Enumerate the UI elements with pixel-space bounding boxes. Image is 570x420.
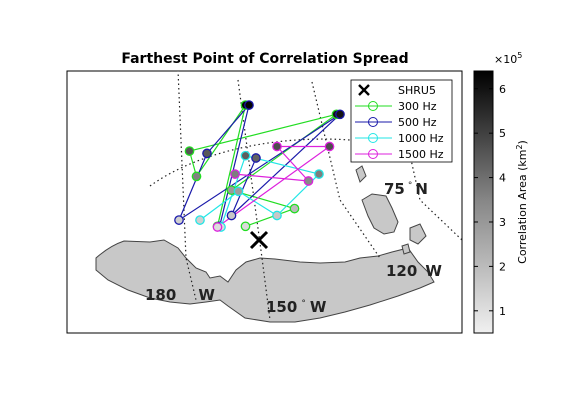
legend-circle-icon xyxy=(368,101,378,111)
land-island-4 xyxy=(401,243,411,255)
data-point-3-2 xyxy=(272,141,282,152)
colorbar-tick-label: 6 xyxy=(499,83,506,96)
data-point-1-3 xyxy=(174,215,184,225)
colorbar-tick-label: 4 xyxy=(499,172,506,185)
legend-circle-icon xyxy=(368,133,378,143)
land-island-1 xyxy=(361,193,399,235)
colorbar-gradient xyxy=(473,70,494,334)
legend-label-1500hz: 1500 Hz xyxy=(398,148,444,161)
land-island-2 xyxy=(409,223,427,245)
data-point-1-4 xyxy=(335,109,345,120)
lon-label-150: 150 ° W xyxy=(266,298,327,316)
legend-item-1000hz: 1000 Hz xyxy=(355,132,444,145)
legend-item-1500hz: 1500 Hz xyxy=(355,148,444,161)
colorbar-label: Correlation Area (km2) xyxy=(515,140,529,264)
colorbar-tick-label: 3 xyxy=(499,216,506,229)
data-point-3-3 xyxy=(303,176,314,186)
shru5-marker xyxy=(249,230,269,250)
data-point-0-2 xyxy=(191,171,202,182)
data-point-2-3 xyxy=(272,210,282,221)
data-point-3-1 xyxy=(324,141,335,152)
legend-label-1000hz: 1000 Hz xyxy=(398,132,444,145)
data-point-1-1 xyxy=(244,100,254,110)
data-point-2-5 xyxy=(195,215,205,225)
colorbar: 1 2 3 4 5 6 ×105 Correlation Area (km2) xyxy=(473,51,529,334)
colorbar-multiplier: ×105 xyxy=(494,51,522,66)
graticule xyxy=(149,71,462,321)
data-point-0-3 xyxy=(184,146,195,156)
legend-label-300hz: 300 Hz xyxy=(398,100,437,113)
lon-label-120: 120 W xyxy=(386,262,442,280)
data-point-0-7 xyxy=(240,221,251,232)
series-line-0 xyxy=(188,104,337,227)
legend-item-shru5: SHRU5 xyxy=(358,84,436,97)
data-point-2-2 xyxy=(314,169,324,179)
series-line-2 xyxy=(199,154,321,228)
data-point-0-6 xyxy=(289,203,300,214)
colorbar-ticks: 1 2 3 4 5 6 xyxy=(474,83,506,318)
chart-title: Farthest Point of Correlation Spread xyxy=(121,51,408,67)
data-point-2-1 xyxy=(240,150,251,161)
legend-item-500hz: 500 Hz xyxy=(355,116,437,129)
data-point-2-4 xyxy=(233,186,244,197)
data-point-3-0 xyxy=(212,222,223,232)
data-point-1-5 xyxy=(226,210,237,221)
legend-label-500hz: 500 Hz xyxy=(398,116,437,129)
land-island-3 xyxy=(355,165,367,183)
data-point-1-6 xyxy=(251,153,261,163)
colorbar-tick-label: 5 xyxy=(499,127,506,140)
data-point-1-2 xyxy=(202,148,212,159)
lon-label-180: 180 W xyxy=(145,286,215,304)
series-layer xyxy=(174,100,345,232)
legend-label-shru5: SHRU5 xyxy=(398,84,436,97)
colorbar-tick-label: 2 xyxy=(499,260,506,273)
legend-circle-icon xyxy=(368,149,378,159)
data-point-3-4 xyxy=(230,169,240,179)
colorbar-tick-label: 1 xyxy=(499,305,506,318)
map-area: 75 ° N 180 W 150 ° W 120 W xyxy=(95,71,462,323)
legend-circle-icon xyxy=(368,117,378,127)
lat-label-75: 75 ° N xyxy=(384,180,428,198)
legend: SHRU5 300 Hz 500 Hz 1000 Hz 1500 Hz xyxy=(350,79,453,163)
legend-item-300hz: 300 Hz xyxy=(355,100,437,113)
